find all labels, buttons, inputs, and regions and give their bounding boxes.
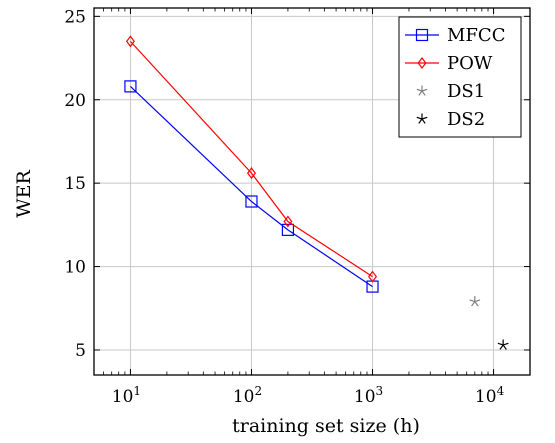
data-point-ds1 bbox=[469, 296, 481, 307]
legend-item-ds2: DS2 bbox=[416, 109, 485, 130]
data-point-pow bbox=[368, 270, 378, 283]
series-pow bbox=[125, 35, 378, 283]
data-point-mfcc bbox=[245, 195, 258, 208]
series-ds1 bbox=[469, 296, 481, 307]
star-arm bbox=[471, 301, 476, 307]
star-arm bbox=[416, 88, 423, 92]
legend-label: MFCC bbox=[447, 25, 505, 46]
series-line-mfcc bbox=[130, 85, 373, 288]
x-tick-label: 101 bbox=[112, 384, 141, 407]
star-arm bbox=[497, 342, 504, 346]
legend-label: POW bbox=[447, 53, 493, 74]
data-point-pow bbox=[283, 215, 293, 228]
legend-label: DS1 bbox=[447, 81, 485, 102]
data-series bbox=[124, 35, 509, 350]
legend-marker bbox=[415, 28, 429, 42]
star-arm bbox=[416, 116, 423, 120]
legend-marker bbox=[417, 57, 427, 69]
y-axis-label: WER bbox=[13, 169, 35, 217]
series-line-pow bbox=[129, 40, 373, 278]
y-tick-label: 15 bbox=[64, 174, 86, 194]
star-arm bbox=[474, 301, 479, 307]
data-point-pow bbox=[246, 167, 256, 180]
star-arm bbox=[499, 344, 504, 350]
x-tick-label: 104 bbox=[475, 384, 505, 407]
x-tick-label: 103 bbox=[354, 384, 383, 407]
data-point-pow bbox=[125, 35, 135, 48]
star-arm bbox=[502, 342, 509, 346]
legend-box bbox=[398, 16, 522, 138]
legend-label: DS2 bbox=[447, 109, 485, 130]
star-arm bbox=[502, 344, 507, 350]
legend-item-ds1: DS1 bbox=[416, 81, 485, 102]
tick-labels: 101 102 103 104 5 10 15 20 25 bbox=[64, 7, 504, 407]
star-arm bbox=[418, 90, 423, 96]
y-tick-label: 5 bbox=[75, 341, 86, 361]
x-axis-label: training set size (h) bbox=[232, 415, 420, 437]
star-arm bbox=[421, 118, 426, 124]
star-arm bbox=[421, 88, 428, 92]
legend-item-pow: POW bbox=[405, 53, 493, 74]
y-tick-label: 10 bbox=[64, 258, 86, 278]
legend-marker bbox=[416, 85, 428, 96]
plot-frame bbox=[93, 7, 531, 376]
legend-marker bbox=[416, 113, 428, 124]
legend: MFCC POW DS1 DS2 bbox=[398, 16, 522, 138]
legend-item-mfcc: MFCC bbox=[405, 25, 505, 46]
y-tick-label: 25 bbox=[64, 7, 86, 27]
data-point-ds2 bbox=[497, 339, 509, 350]
series-ds2 bbox=[497, 339, 509, 350]
star-arm bbox=[421, 90, 426, 96]
data-point-mfcc bbox=[281, 223, 295, 236]
star-arm bbox=[418, 118, 423, 124]
star-arm bbox=[474, 299, 481, 303]
star-arm bbox=[469, 299, 475, 303]
x-tick-label: 102 bbox=[233, 384, 262, 407]
star-arm bbox=[421, 116, 428, 120]
y-tick-label: 20 bbox=[64, 91, 86, 111]
data-point-mfcc bbox=[124, 80, 137, 93]
